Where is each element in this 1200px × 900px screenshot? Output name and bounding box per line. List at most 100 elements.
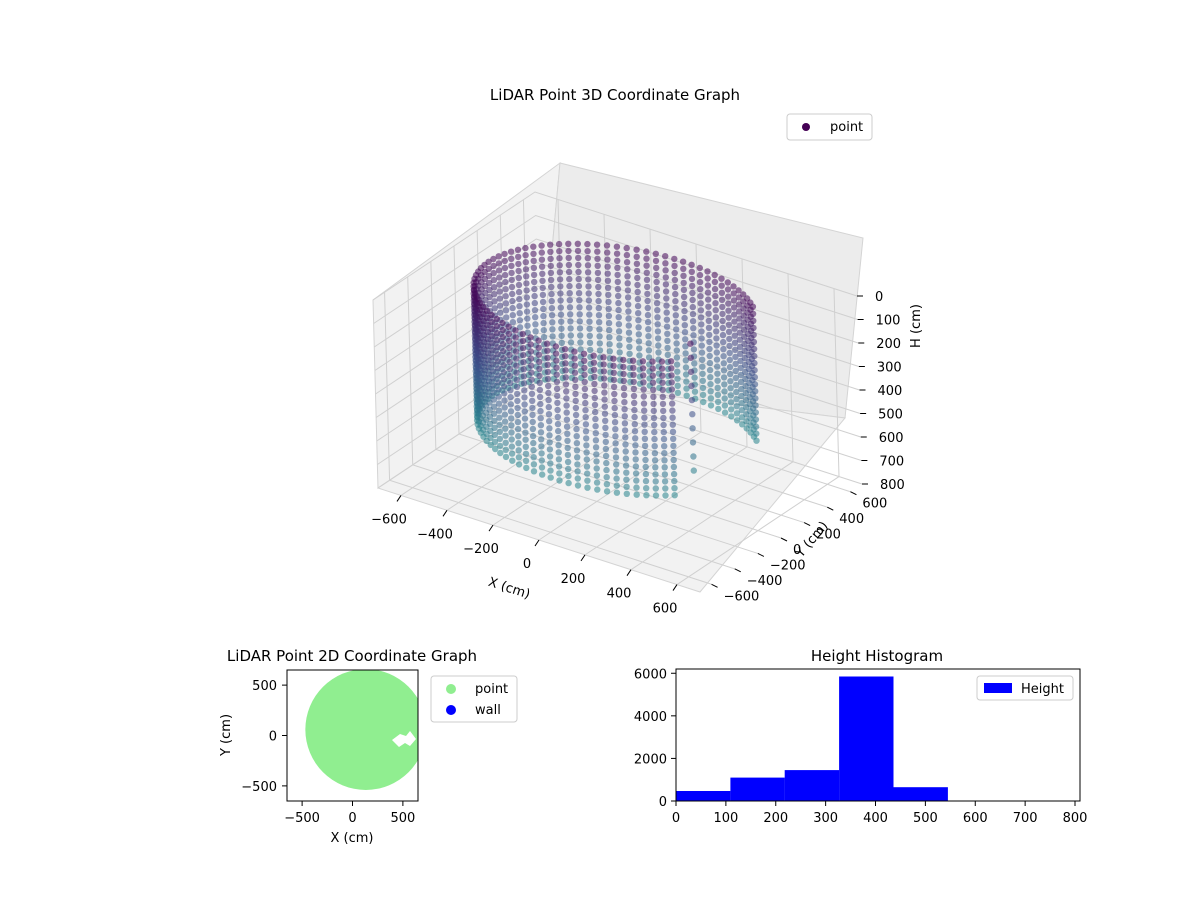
cloud-point	[603, 242, 611, 249]
cloud-point	[501, 257, 508, 265]
cloud-point	[522, 244, 529, 252]
cloud-point	[699, 384, 707, 392]
cloud-point	[630, 371, 637, 378]
cloud-point	[581, 378, 588, 386]
cloud-point	[653, 264, 660, 272]
cloud-point	[726, 363, 734, 371]
cloud-point	[621, 406, 628, 413]
y-tick-mark-3d	[757, 552, 765, 557]
cloud-point	[668, 379, 675, 386]
cloud-point	[564, 437, 571, 444]
cloud-point	[557, 297, 564, 304]
cloud-point	[577, 339, 584, 346]
cloud-point	[483, 307, 491, 315]
cloud-point	[494, 337, 501, 344]
cloud-point	[596, 340, 603, 347]
x-tick-label-hist: 600	[963, 811, 988, 826]
cloud-point	[512, 334, 519, 341]
cloud-point	[488, 318, 495, 326]
cloud-point	[532, 321, 539, 328]
cloud-point	[592, 430, 599, 437]
z-tick-label-3d: 200	[876, 337, 901, 352]
cloud-point	[752, 395, 759, 402]
cloud-point	[515, 433, 522, 440]
cloud-point	[614, 264, 621, 271]
cloud-point	[571, 355, 578, 362]
cloud-point	[595, 297, 602, 305]
legend-label-wall-2d: wall	[475, 703, 501, 718]
cloud-point	[632, 456, 639, 463]
cloud-point	[633, 246, 640, 253]
cloud-point	[490, 403, 498, 410]
cloud-point	[641, 414, 648, 421]
cloud-point	[522, 450, 530, 457]
cloud-point	[610, 383, 618, 391]
cloud-point	[662, 281, 670, 288]
cloud-point	[606, 348, 613, 355]
cloud-point	[500, 347, 507, 355]
cloud-point	[681, 314, 688, 322]
x-tick-label-3d: −600	[371, 512, 407, 527]
cloud-point	[491, 410, 498, 417]
cloud-point	[516, 317, 524, 324]
cloud-point	[611, 404, 618, 412]
cloud-point	[620, 363, 627, 371]
cloud-point	[672, 298, 679, 305]
chart-histogram: Height Histogram 0 100 200 300 400 500 600 700 8…	[634, 647, 1088, 826]
cloud-point	[732, 353, 739, 361]
cloud-point	[521, 394, 528, 401]
cloud-point	[576, 297, 583, 304]
cloud-point	[556, 470, 563, 477]
cloud-point	[540, 327, 547, 334]
cloud-point	[697, 307, 705, 314]
cloud-point	[545, 389, 552, 397]
cloud-point	[536, 386, 544, 394]
cloud-point	[681, 329, 689, 336]
y-tick-label-3d: 400	[839, 512, 864, 527]
cloud-point	[562, 381, 570, 388]
histogram-bars	[676, 676, 948, 801]
cloud-point	[515, 274, 522, 282]
cloud-point	[671, 485, 678, 492]
cloud-point	[616, 349, 623, 356]
cloud-point	[612, 433, 619, 440]
cloud-point	[673, 333, 680, 340]
cloud-point	[591, 394, 598, 402]
cloud-point	[538, 263, 546, 270]
cloud-point	[563, 423, 571, 430]
cloud-point	[706, 345, 713, 353]
cloud-point	[581, 392, 589, 400]
cloud-point	[524, 315, 531, 322]
cloud-point	[643, 248, 650, 255]
cloud-point	[593, 472, 601, 479]
cloud-point	[539, 471, 546, 478]
cloud-point	[530, 250, 537, 257]
cloud-point	[555, 427, 562, 435]
cloud-point	[641, 435, 649, 442]
cloud-point	[573, 440, 581, 447]
cloud-point	[547, 248, 554, 255]
cloud-point	[575, 290, 583, 297]
cloud-point	[727, 392, 734, 399]
cloud-point	[749, 303, 757, 310]
cloud-point	[625, 301, 632, 308]
cloud-point	[689, 289, 696, 297]
cloud-point	[594, 276, 602, 284]
cloud-point	[537, 422, 545, 429]
cloud-point	[610, 362, 617, 369]
cloud-point	[566, 275, 573, 283]
cloud-point	[547, 467, 554, 474]
cloud-point	[713, 328, 720, 335]
cloud-point	[670, 456, 677, 464]
cloud-point	[635, 317, 642, 324]
cloud-point	[622, 441, 629, 448]
cloud-point	[662, 260, 669, 267]
cloud-point	[574, 468, 581, 475]
cloud-point	[673, 354, 681, 361]
cloud-point	[687, 354, 694, 361]
cloud-point	[556, 269, 564, 276]
cloud-point	[567, 339, 575, 346]
cloud-point	[621, 413, 628, 420]
cloud-point	[567, 325, 574, 332]
cloud-point	[644, 304, 651, 312]
